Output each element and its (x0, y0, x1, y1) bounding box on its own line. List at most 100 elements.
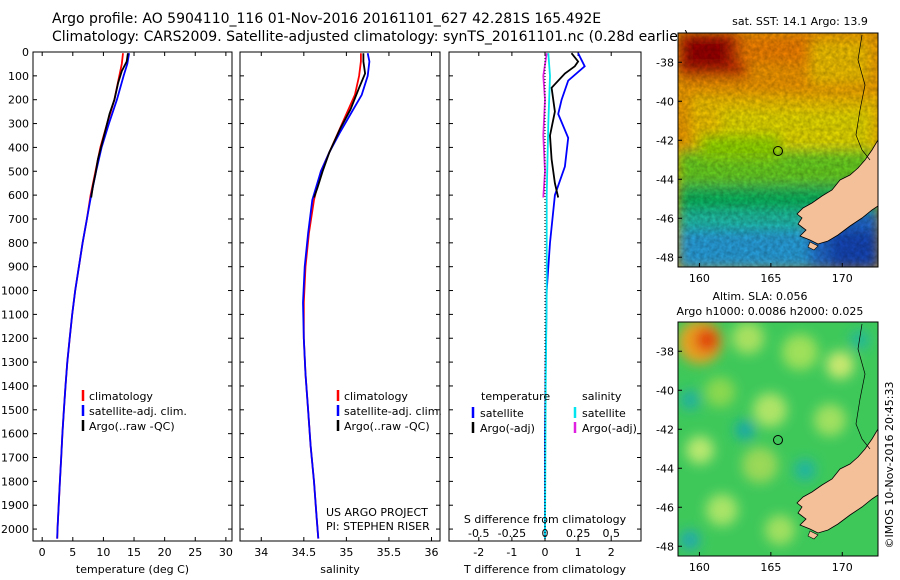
map-y-tick-label: -48 (656, 251, 674, 264)
y-tick-label: 1500 (1, 404, 29, 417)
series-line-climatology (56, 53, 124, 539)
y-tick-label: 800 (8, 237, 29, 250)
x-axis-label: salinity (320, 563, 360, 576)
x-axis-label: temperature (deg C) (76, 563, 189, 576)
legend-title-temperature: temperature (481, 390, 550, 403)
s-tick-label: -0.5 (468, 527, 489, 540)
x-tick-label: 2 (608, 546, 615, 559)
x-tick-label: 1 (575, 546, 582, 559)
y-tick-label: 1800 (1, 475, 29, 488)
sla-map-title: Altim. SLA: 0.056 (712, 290, 807, 303)
y-tick-label: 400 (8, 141, 29, 154)
y-tick-label: 1600 (1, 428, 29, 441)
s-axis-label: S difference from climatology (464, 513, 627, 526)
x-tick-label: 10 (96, 546, 110, 559)
series-line-t-argo-adj- (549, 52, 580, 198)
x-tick-label: 36 (424, 546, 438, 559)
y-tick-label: 1100 (1, 308, 29, 321)
y-tick-label: 0 (22, 46, 29, 59)
map-x-tick-label: 160 (689, 561, 710, 574)
x-tick-label: 34.5 (292, 546, 317, 559)
profile-title: Argo profile: AO 5904110_116 01-Nov-2016… (52, 11, 602, 27)
y-tick-label: 200 (8, 94, 29, 107)
legend-label: Argo(..raw -QC) (89, 420, 175, 433)
map-y-tick-label: -48 (656, 540, 674, 553)
x-tick-label: -2 (473, 546, 484, 559)
plot-frame (32, 51, 233, 542)
x-tick-label: 34 (254, 546, 268, 559)
map-y-tick-label: -44 (656, 173, 674, 186)
x-tick-label: 25 (188, 546, 202, 559)
y-tick-label: 700 (8, 213, 29, 226)
map-x-tick-label: 170 (832, 561, 853, 574)
series-line-argo-raw-qc- (313, 53, 367, 198)
s-tick-label: 0.25 (566, 527, 591, 540)
legend-label: climatology (344, 390, 408, 403)
climatology-subtitle: Climatology: CARS2009. Satellite-adjuste… (52, 29, 690, 45)
map-y-tick-label: -46 (656, 501, 674, 514)
map-y-tick-label: -38 (656, 345, 674, 358)
map-y-tick-label: -42 (656, 423, 674, 436)
map-y-tick-label: -44 (656, 462, 674, 475)
series-line-satellite-adj-clim- (302, 53, 371, 539)
legend-label: satellite (480, 407, 524, 420)
salinity-profile-panel: 34 34.5 35 35.5 36 salinity climatology satelli… (239, 51, 442, 576)
series-line-argo-raw-qc- (90, 53, 129, 198)
s-tick-label: 0.5 (602, 527, 620, 540)
y-tick-label: 500 (8, 165, 29, 178)
series-line-t-satellite (544, 52, 586, 539)
sla-map-subtitle: Argo h1000: 0.0086 h2000: 0.025 (677, 305, 864, 318)
y-tick-label: 1300 (1, 356, 29, 369)
y-tick-label: 600 (8, 189, 29, 202)
legend-label: satellite-adj. clim. (89, 405, 187, 418)
y-tick-label: 100 (8, 70, 29, 83)
y-tick-label: 1900 (1, 499, 29, 512)
map-x-tick-label: 165 (760, 561, 781, 574)
sla-field (678, 322, 878, 556)
legend-label: Argo(-adj) (582, 422, 637, 435)
s-tick-label: -0.25 (498, 527, 526, 540)
map-x-tick-label: 170 (832, 272, 853, 285)
legend-label: satellite (582, 407, 626, 420)
sla-map-axes: 160 165 170 -38 -40 -42 -44 -46 -48 (656, 345, 853, 574)
legend-label: climatology (89, 390, 153, 403)
y-tick-label: 900 (8, 261, 29, 274)
x-axis-label: T difference from climatology (463, 563, 626, 576)
legend-label: Argo(-adj) (480, 422, 535, 435)
y-tick-label: 2000 (1, 523, 29, 536)
x-tick-label: 0 (542, 546, 549, 559)
series-line-satellite-adj-clim- (56, 53, 130, 539)
map-y-tick-label: -40 (656, 95, 674, 108)
sst-map-axes: 160 165 170 -38 -40 -42 -44 -46 -48 (656, 56, 853, 285)
y-tick-label: 1700 (1, 452, 29, 465)
project-annotation: PI: STEPHEN RISER (326, 520, 430, 533)
x-tick-label: 35 (339, 546, 353, 559)
project-annotation: US ARGO PROJECT (326, 506, 428, 519)
y-tick-label: 300 (8, 118, 29, 131)
legend-label: satellite-adj. clim. (344, 405, 442, 418)
map-y-tick-label: -40 (656, 384, 674, 397)
map-x-tick-label: 160 (689, 272, 710, 285)
map-x-tick-label: 165 (760, 272, 781, 285)
argo-position-marker-sla (773, 435, 783, 445)
s-tick-label: 0 (542, 527, 549, 540)
x-tick-label: 20 (158, 546, 172, 559)
sst-map-panel: sat. SST: 14.1 Argo: 13.9 160 165 170 -38 -4… (656, 15, 879, 285)
series-line-s-satellite (544, 53, 551, 539)
y-tick-label: 1400 (1, 380, 29, 393)
sst-field (678, 33, 878, 267)
x-tick-label: -1 (506, 546, 517, 559)
x-tick-label: 0 (39, 546, 46, 559)
legend-title-salinity: salinity (582, 390, 622, 403)
legend-label: Argo(..raw -QC) (344, 420, 430, 433)
map-y-tick-label: -42 (656, 134, 674, 147)
sst-map-title: sat. SST: 14.1 Argo: 13.9 (732, 15, 868, 28)
argo-position-marker (773, 146, 783, 156)
map-y-tick-label: -46 (656, 212, 674, 225)
y-tick-label: 1000 (1, 285, 29, 298)
imos-credit: ©IMOS 10-Nov-2016 20:45:33 (883, 382, 896, 549)
x-tick-label: 30 (219, 546, 233, 559)
x-tick-label: 35.5 (377, 546, 402, 559)
x-tick-label: 5 (69, 546, 76, 559)
